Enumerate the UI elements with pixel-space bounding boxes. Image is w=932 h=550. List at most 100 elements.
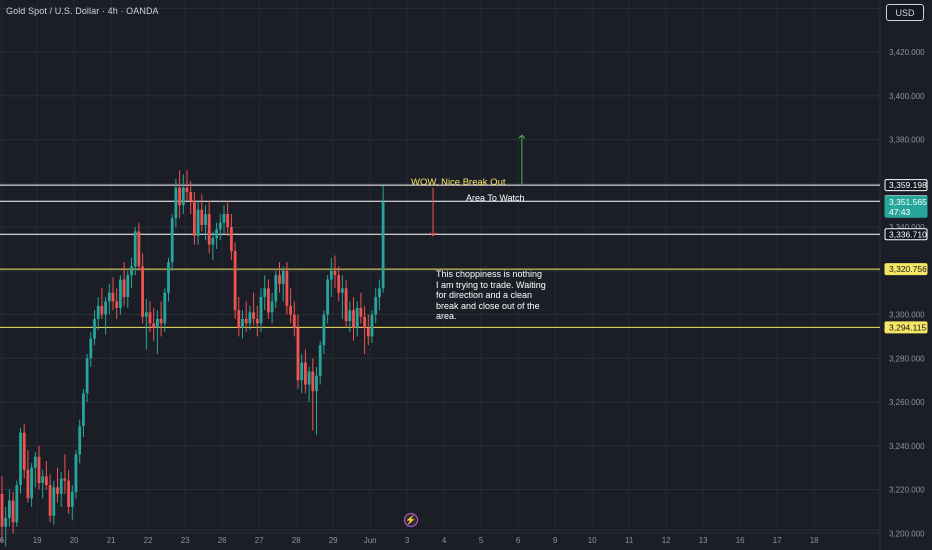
candle-body xyxy=(374,297,378,315)
x-tick-label: 10 xyxy=(588,536,597,545)
candle-body xyxy=(174,187,178,219)
x-tick-label: 5 xyxy=(479,536,484,545)
candle xyxy=(170,213,174,271)
candle xyxy=(304,349,307,394)
candle-body xyxy=(222,213,226,223)
candle-body xyxy=(200,209,204,225)
x-tick-label: 17 xyxy=(773,536,782,545)
x-tick-label: 3 xyxy=(405,536,410,545)
currency-button[interactable]: USD xyxy=(886,4,924,21)
candle xyxy=(281,266,285,302)
candle xyxy=(333,255,337,289)
candle xyxy=(67,469,70,514)
candle-body xyxy=(352,310,355,328)
candle-body xyxy=(93,318,96,339)
candle xyxy=(218,213,222,241)
candle-body xyxy=(252,312,255,319)
candle-body xyxy=(152,323,156,328)
candle xyxy=(85,353,89,403)
candle xyxy=(59,472,63,508)
candle xyxy=(248,305,252,330)
candle-body xyxy=(178,187,181,206)
candle-body xyxy=(137,231,141,267)
candle xyxy=(15,480,19,527)
candle-body xyxy=(100,305,104,315)
candle xyxy=(326,275,329,324)
candle xyxy=(159,301,163,337)
x-tick-label: 6 xyxy=(516,536,521,545)
candle-body xyxy=(215,229,218,239)
y-tick-label: 3,300.000 xyxy=(889,311,925,320)
candle-body xyxy=(207,213,211,245)
candlestick-series xyxy=(0,170,385,547)
y-tick-label: 3,280.000 xyxy=(889,354,925,363)
candle xyxy=(352,297,355,341)
x-tick-label: 16 xyxy=(736,536,745,545)
svg-text:3,336.710: 3,336.710 xyxy=(889,229,927,239)
candle-body xyxy=(378,288,381,298)
candle-body xyxy=(230,227,233,252)
candle-body xyxy=(337,275,341,293)
candle xyxy=(200,194,204,232)
candle-body xyxy=(63,478,67,481)
candle xyxy=(70,485,74,521)
x-tick-label: 9 xyxy=(553,536,558,545)
candle xyxy=(22,423,26,479)
candle xyxy=(26,450,30,503)
candle xyxy=(56,467,59,503)
y-tick-label: 3,200.000 xyxy=(889,529,925,538)
candle xyxy=(181,174,185,214)
x-tick-label: 23 xyxy=(181,536,190,545)
candle xyxy=(133,227,137,276)
candle xyxy=(337,266,341,302)
candle xyxy=(137,222,141,271)
candle-body xyxy=(348,310,352,322)
price-tags: 3,359.1983,351.8193,336.7103,320.7563,29… xyxy=(884,179,928,334)
candle xyxy=(263,275,267,311)
y-tick-label: 3,420.000 xyxy=(889,48,925,57)
y-tick-label: 3,400.000 xyxy=(889,92,925,101)
candle xyxy=(93,310,96,346)
candle-body xyxy=(344,288,348,322)
candle-body xyxy=(255,318,259,324)
y-tick-label: 3,260.000 xyxy=(889,398,925,407)
candle xyxy=(48,474,52,523)
x-tick-label: 20 xyxy=(70,536,79,545)
time-axis[interactable]: 6 19 20 21 22 23 26 27 28 29 Jun 3 4 5 6 9 10 11 12 13 16 17 1… xyxy=(0,536,819,545)
candle-body xyxy=(296,327,300,381)
candle-body xyxy=(196,209,200,236)
candle xyxy=(215,222,218,249)
candle xyxy=(222,205,226,234)
candle xyxy=(278,262,281,293)
candle xyxy=(100,288,104,319)
x-tick-label: Jun xyxy=(364,536,377,545)
candle-body xyxy=(41,476,45,483)
candle xyxy=(341,275,344,319)
candle-body xyxy=(363,316,366,328)
candle xyxy=(255,305,259,337)
candle xyxy=(344,279,348,328)
candle xyxy=(178,170,181,219)
candle-body xyxy=(30,467,33,499)
candle-body xyxy=(370,314,374,337)
candle xyxy=(30,463,33,508)
candle xyxy=(152,307,156,341)
candle-body xyxy=(0,493,4,527)
candle xyxy=(126,270,130,308)
candle xyxy=(0,476,4,542)
x-tick-label: 19 xyxy=(33,536,42,545)
candle xyxy=(378,279,381,311)
x-tick-label: 27 xyxy=(255,536,264,545)
candle-body xyxy=(52,487,56,516)
candle-body xyxy=(244,318,248,324)
candle xyxy=(211,231,215,260)
candle xyxy=(8,489,11,527)
candle xyxy=(148,301,152,333)
candle xyxy=(363,305,366,354)
candle-body xyxy=(270,301,274,313)
candle xyxy=(41,469,45,499)
candle-body xyxy=(341,288,344,293)
lightning-icon[interactable]: ⚡ xyxy=(404,513,418,527)
